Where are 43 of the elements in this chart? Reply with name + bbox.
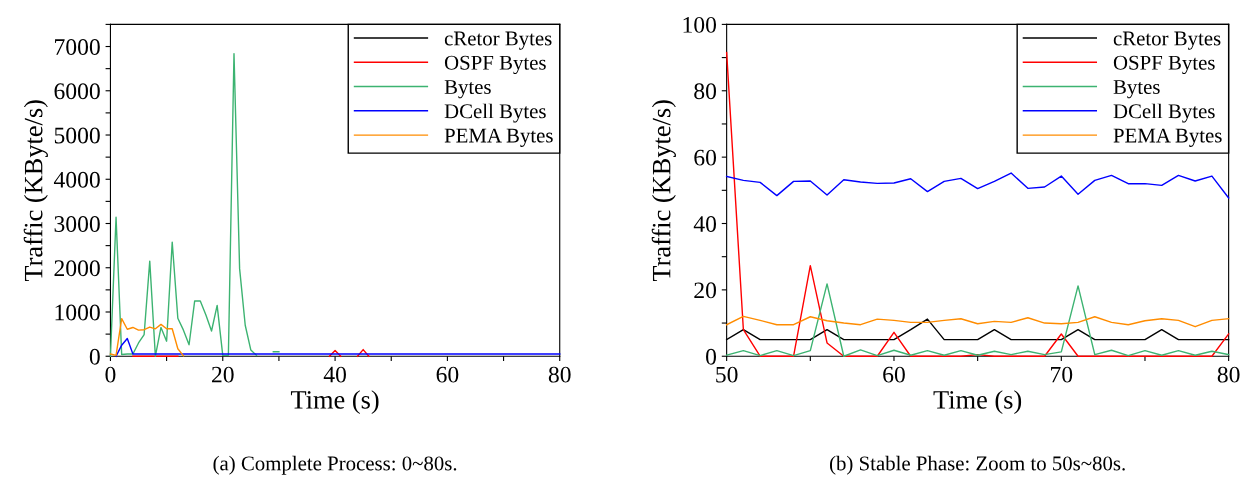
- y-axis-title: Traffic (KByte/s): [651, 100, 676, 282]
- line-series: [115, 337, 561, 357]
- y-tick-label: 4000: [53, 171, 100, 188]
- y-tick-label: 3000: [54, 215, 100, 232]
- x-tick-label: 70: [1051, 366, 1073, 383]
- line-series: [109, 317, 185, 357]
- x-axis-title: Time (s): [933, 390, 1022, 415]
- x-tick-label: 50: [716, 366, 738, 383]
- y-tick-label: 40: [693, 215, 717, 232]
- text: (a) Complete Process: 0~80s.: [213, 455, 457, 475]
- y-tick-label: 20: [694, 282, 717, 299]
- legend-label: Bytes: [444, 80, 491, 99]
- line-series: [725, 172, 1230, 199]
- y-tick-label: 80: [694, 83, 717, 100]
- x-axis-title: Time (s): [290, 390, 379, 415]
- x-tick-label: 0: [105, 366, 116, 383]
- legend-label: PEMA Bytes: [1113, 128, 1222, 147]
- y-tick-label: 0: [89, 348, 100, 365]
- y-tick-label: 100: [683, 16, 717, 33]
- x-tick-label: 60: [436, 366, 459, 383]
- y-tick-label: 7000: [55, 39, 100, 55]
- y-tick-label: 60: [694, 149, 717, 166]
- x-tick-label: 80: [548, 366, 571, 383]
- y-tick-label: 2000: [54, 260, 100, 277]
- legend-label: PEMA Bytes: [444, 128, 553, 147]
- legend-label: OSPF Bytes: [444, 55, 546, 75]
- x-tick-label: 60: [883, 366, 905, 383]
- x-tick-label: 20: [211, 366, 234, 383]
- legend-label: DCell Bytes: [1113, 103, 1215, 123]
- legend-label: cRetor Bytes: [444, 31, 552, 50]
- legend-label: OSPF Bytes: [1113, 55, 1215, 75]
- y-tick-label: 1000: [55, 304, 100, 321]
- line-series: [725, 315, 1230, 328]
- text: (b) Stable Phase: Zoom to 50s~80s.: [829, 455, 1125, 475]
- x-tick-label: 40: [323, 366, 346, 383]
- legend-label: Bytes: [1113, 80, 1160, 99]
- legend-label: DCell Bytes: [444, 103, 546, 123]
- y-tick-label: 0: [706, 348, 717, 365]
- y-tick-label: 6000: [54, 83, 100, 100]
- y-tick-label: 5000: [54, 127, 100, 144]
- x-tick-label: 80: [1217, 366, 1240, 383]
- legend-label: cRetor Bytes: [1113, 31, 1221, 50]
- y-axis-title: Traffic (KByte/s): [23, 100, 48, 282]
